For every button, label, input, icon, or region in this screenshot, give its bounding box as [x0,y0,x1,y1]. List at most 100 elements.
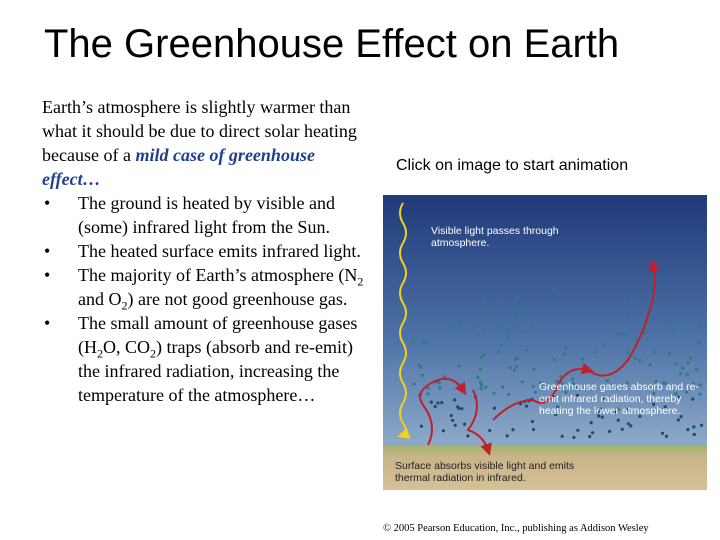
molecule [492,406,496,410]
bullet-symbol: • [44,241,51,261]
molecule [686,428,690,432]
molecule [520,380,524,384]
molecule [564,390,568,394]
molecule [422,340,426,344]
molecule [515,296,519,300]
molecule [626,351,630,355]
molecule [514,317,518,321]
molecule [552,289,556,293]
molecule [511,428,515,432]
molecule [478,380,483,384]
molecule [513,357,517,361]
molecule [613,410,617,414]
subscript: 2 [97,346,103,361]
molecule [698,323,702,327]
molecule [597,414,601,418]
molecule [472,322,476,326]
molecule [501,302,505,306]
molecule [681,366,685,370]
molecule [652,402,656,406]
molecule [560,434,564,438]
molecule [431,322,435,326]
molecule [426,392,430,396]
molecule [625,408,629,412]
text-run: The ground is heated by visible and (som… [78,193,335,237]
molecule [591,431,595,435]
emphasis: mild case of greenhouse effect… [42,145,315,189]
slide-title: The Greenhouse Effect on Earth [44,22,620,66]
molecule [482,299,486,303]
molecule [571,377,575,381]
molecule [565,387,569,391]
text-run: ) traps (absorb and re-emit) the infrare… [78,337,353,405]
molecule [680,321,684,325]
molecule [480,355,484,360]
molecule [539,397,543,401]
molecule [482,353,486,357]
molecule [506,328,510,333]
molecule [453,398,457,402]
molecule [660,431,665,435]
molecule [629,424,633,428]
molecule [679,415,683,419]
molecule [603,397,607,401]
molecule [638,414,642,418]
molecule [674,362,678,366]
molecule [532,367,536,371]
molecule [599,407,603,411]
molecule [626,316,630,320]
molecule [505,434,509,438]
molecule [630,297,634,301]
molecule [663,405,667,409]
molecule [478,367,482,371]
molecule [686,361,690,365]
molecule [555,379,559,383]
molecule [531,384,535,388]
caption: Click on image to start animation [396,157,629,174]
molecule [417,363,421,367]
text-run: and O [78,289,122,309]
molecule [453,321,457,325]
molecule [561,382,565,386]
molecule [697,340,701,344]
molecule [596,411,600,415]
molecule [576,428,580,432]
sky [383,195,707,490]
molecule [540,330,544,334]
molecule [616,418,620,422]
bullet-item: • The majority of Earth’s atmosphere (N2 … [42,263,364,312]
molecule [451,418,455,422]
molecule [460,407,464,411]
molecule [602,342,606,346]
molecule [438,386,442,390]
molecule [699,423,704,427]
molecule [684,390,689,394]
molecule [685,372,689,376]
molecule [512,368,517,372]
molecule [508,366,512,370]
molecule [585,306,589,310]
molecule [638,358,642,363]
molecule [426,386,430,390]
bullet-item: • The small amount of greenhouse gases (H… [42,311,364,407]
molecule [436,401,440,405]
figure-graphic [383,195,707,490]
molecules [411,289,704,440]
molecule [412,382,416,386]
molecule [488,428,492,433]
bullet-list: • The ground is heated by visible and (so… [42,191,364,407]
molecule [531,326,535,330]
text-body: Earth’s atmosphere is slightly warmer th… [42,95,364,407]
animation-image[interactable]: Visible light passes through atmosphere.… [383,195,707,490]
molecule [484,385,488,389]
molecule [676,418,680,422]
molecule [453,423,457,427]
text-run: ) are not good greenhouse gas. [127,289,348,309]
molecule [440,401,444,405]
text-run: The small amount of greenhouse gases (H [78,313,358,357]
molecule [691,397,695,401]
molecule [694,367,698,372]
molecule [524,308,528,312]
molecule [524,331,528,335]
molecule [698,383,702,387]
